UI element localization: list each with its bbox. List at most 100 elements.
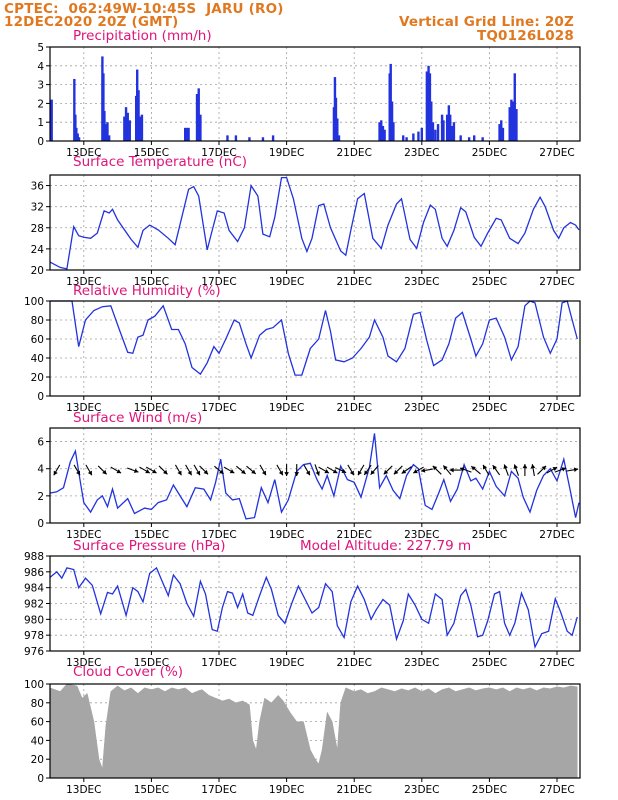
wind-arrow [314, 464, 320, 476]
y-tick-label: 20 [31, 754, 44, 766]
precip-bar [383, 129, 386, 141]
x-tick-label: 17DEC [201, 784, 236, 796]
x-tick-label: 17DEC [201, 276, 236, 288]
wind-arrow-head [503, 464, 508, 469]
wind-arrow-head [151, 469, 157, 474]
wind-arrow [174, 464, 182, 476]
precip-bar [184, 127, 187, 141]
precip-bar [138, 116, 142, 141]
x-tick-label: 15DEC [134, 657, 169, 669]
wind-arrow-head [393, 469, 399, 475]
wind-arrow [412, 466, 424, 474]
wind-arrow-head [349, 470, 354, 476]
header-grid-note: Vertical Grid Line: 20Z [398, 14, 574, 30]
wind-arrow-head [383, 469, 389, 475]
precip-bar [104, 124, 107, 141]
precip-bar [75, 127, 78, 141]
x-tick-label: 19DEC [269, 529, 304, 541]
x-tick-label: 23DEC [404, 657, 439, 669]
precip-bar [452, 122, 456, 141]
wind-arrow-head [219, 469, 224, 474]
x-tick-label: 23DEC [404, 276, 439, 288]
y-tick-label: 20 [31, 265, 44, 277]
wind-arrow-head [315, 471, 320, 476]
precip-bar [381, 125, 385, 141]
wind-arrow [347, 464, 355, 476]
y-tick-label: 40 [31, 353, 44, 365]
precip-bar [390, 101, 394, 141]
wind-arrow-head [471, 466, 476, 471]
precip-bar [234, 135, 238, 141]
y-tick-label: 60 [31, 717, 44, 729]
wind-arrow-head [443, 465, 448, 471]
precip-bar [434, 129, 437, 141]
wind-arrow [420, 468, 433, 473]
plot-frame [49, 683, 581, 779]
y-tick-label: 976 [24, 646, 44, 658]
precip-bar [126, 112, 129, 141]
precip-bar [261, 137, 265, 141]
precip-bar [498, 124, 501, 141]
precip-bar [73, 78, 76, 141]
x-tick-label: 15DEC [134, 784, 169, 796]
precip-bar [436, 124, 440, 141]
y-tick-label: 80 [31, 315, 44, 327]
x-tick-label: 23DEC [404, 529, 439, 541]
wind-arrow-head [284, 472, 289, 477]
precip-bar [425, 71, 429, 141]
wind-arrow [126, 467, 139, 473]
y-tick-label: 4 [37, 464, 44, 476]
wind-arrow-head [133, 468, 139, 473]
y-tick-label: 20 [31, 372, 44, 384]
x-tick-label: 17DEC [201, 657, 236, 669]
wind-arrow [370, 465, 379, 476]
wind-arrow-head [241, 469, 246, 474]
chart-subtitle: Model Altitude: 227.79 m [300, 538, 471, 554]
wind-arrow [537, 465, 547, 475]
wind-arrow-head [278, 470, 283, 476]
y-tick-label: 5 [37, 42, 44, 54]
wind-arrow-head [145, 469, 150, 474]
wind-arrow [363, 464, 372, 476]
wind-arrow [236, 465, 246, 475]
y-tick-label: 0 [37, 136, 44, 148]
precip-bar [412, 133, 415, 141]
wind-arrow-head [187, 470, 192, 476]
y-tick-label: 36 [31, 181, 45, 193]
x-tick-label: 27DEC [539, 147, 574, 159]
x-tick-label: 19DEC [269, 402, 304, 414]
y-tick-label: 100 [24, 296, 44, 308]
wind-arrow [470, 465, 481, 475]
x-tick-label: 13DEC [66, 529, 101, 541]
wind-arrow [246, 465, 257, 475]
chart-title: Precipitation (mm/h) [73, 28, 212, 44]
wind-arrow [318, 466, 330, 474]
precip-bar [124, 107, 128, 141]
x-tick-label: 21DEC [336, 657, 371, 669]
wind-arrow [139, 466, 151, 474]
precip-bar [402, 135, 405, 141]
wind-arrow [284, 464, 289, 477]
x-tick-label: 21DEC [336, 147, 371, 159]
x-tick-label: 19DEC [269, 657, 304, 669]
precip-bar [515, 109, 518, 141]
precip-bar [106, 122, 109, 141]
wind-arrow-head [324, 469, 329, 474]
precip-bar [420, 127, 424, 141]
chart-title: Cloud Cover (%) [73, 664, 183, 680]
series-line [49, 176, 580, 270]
wind-arrow [294, 464, 300, 477]
precip-bar [481, 137, 484, 141]
wind-arrow-head [229, 469, 235, 474]
wind-arrow-head [196, 470, 201, 476]
x-tick-label: 27DEC [539, 784, 574, 796]
wind-arrow [53, 464, 61, 476]
y-tick-label: 28 [31, 223, 44, 235]
wind-arrow-head [370, 470, 375, 475]
wind-arrow-head [541, 465, 547, 471]
wind-arrow [85, 464, 93, 476]
x-tick-label: 27DEC [539, 529, 574, 541]
precip-bar [513, 73, 516, 141]
precip-bar [459, 135, 462, 141]
x-tick-label: 25DEC [472, 784, 507, 796]
